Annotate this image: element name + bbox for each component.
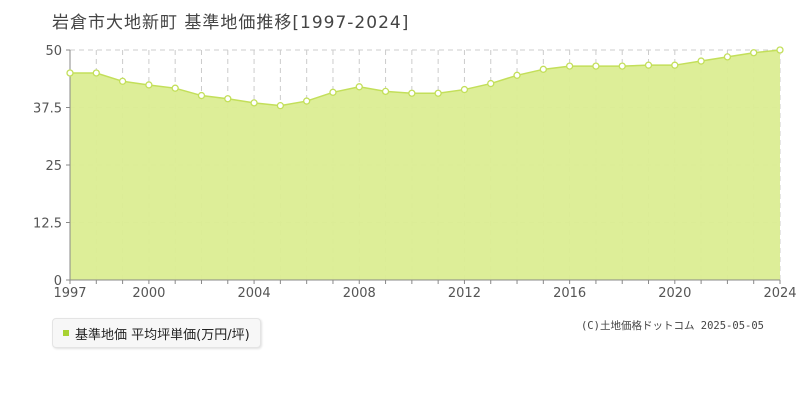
credit-text: (C)土地価格ドットコム 2025-05-05 xyxy=(580,320,764,332)
data-point xyxy=(92,69,100,77)
data-point xyxy=(329,88,337,96)
area-series xyxy=(70,49,781,280)
data-point xyxy=(644,61,653,69)
x-tick-label: 1997 xyxy=(53,286,86,300)
data-point xyxy=(671,61,679,69)
chart-area: 0 12.5 25 37.5 50 1997 2000 2004 2008 2012 2016 20… xyxy=(33,44,797,300)
x-tick-label: 2000 xyxy=(132,286,165,300)
data-point xyxy=(460,85,469,94)
data-point xyxy=(487,79,495,88)
y-tick-label: 0 xyxy=(54,274,62,289)
series-line xyxy=(70,49,781,107)
y-tick-labels: 0 12.5 25 37.5 50 xyxy=(33,44,62,289)
data-point xyxy=(618,62,626,70)
data-point xyxy=(355,83,363,91)
y-tick-label: 50 xyxy=(45,44,62,59)
data-point xyxy=(171,84,179,92)
y-tick-label: 25 xyxy=(45,159,62,174)
data-point xyxy=(592,62,600,70)
y-tick-label: 12.5 xyxy=(33,217,62,232)
data-point xyxy=(250,99,258,107)
data-point xyxy=(408,89,416,97)
area-fill xyxy=(70,50,780,280)
data-point xyxy=(697,57,705,65)
data-point xyxy=(145,81,153,89)
x-tick-label: 2008 xyxy=(343,286,376,300)
data-point xyxy=(776,46,784,54)
data-point xyxy=(513,71,521,79)
data-point xyxy=(565,62,574,70)
x-tick-label: 2012 xyxy=(448,286,481,300)
data-point xyxy=(197,91,206,100)
x-tick-label: 2004 xyxy=(238,286,271,300)
x-tick-label: 2016 xyxy=(553,286,586,300)
legend: 基準地価 平均坪単価(万円/坪) xyxy=(52,318,261,348)
data-point xyxy=(303,97,311,105)
chart-title: 岩倉市大地新町 基準地価推移[1997-2024] xyxy=(52,13,410,33)
data-point xyxy=(118,77,127,85)
data-points xyxy=(66,46,784,110)
data-point xyxy=(539,65,547,73)
data-point xyxy=(723,53,732,61)
x-tick-label: 2020 xyxy=(658,286,691,300)
x-tick-label: 2024 xyxy=(763,286,796,300)
y-tick-label: 37.5 xyxy=(33,102,62,117)
axes xyxy=(66,49,781,284)
x-tick-labels: 1997 2000 2004 2008 2012 2016 2020 2024 xyxy=(53,286,796,300)
data-point xyxy=(750,49,758,57)
data-point xyxy=(381,87,390,96)
data-point xyxy=(66,69,74,77)
legend-swatch xyxy=(63,330,69,336)
data-point xyxy=(434,89,442,97)
data-point xyxy=(276,102,285,110)
data-point xyxy=(224,95,232,103)
legend-label: 基準地価 平均坪単価(万円/坪) xyxy=(75,327,250,343)
